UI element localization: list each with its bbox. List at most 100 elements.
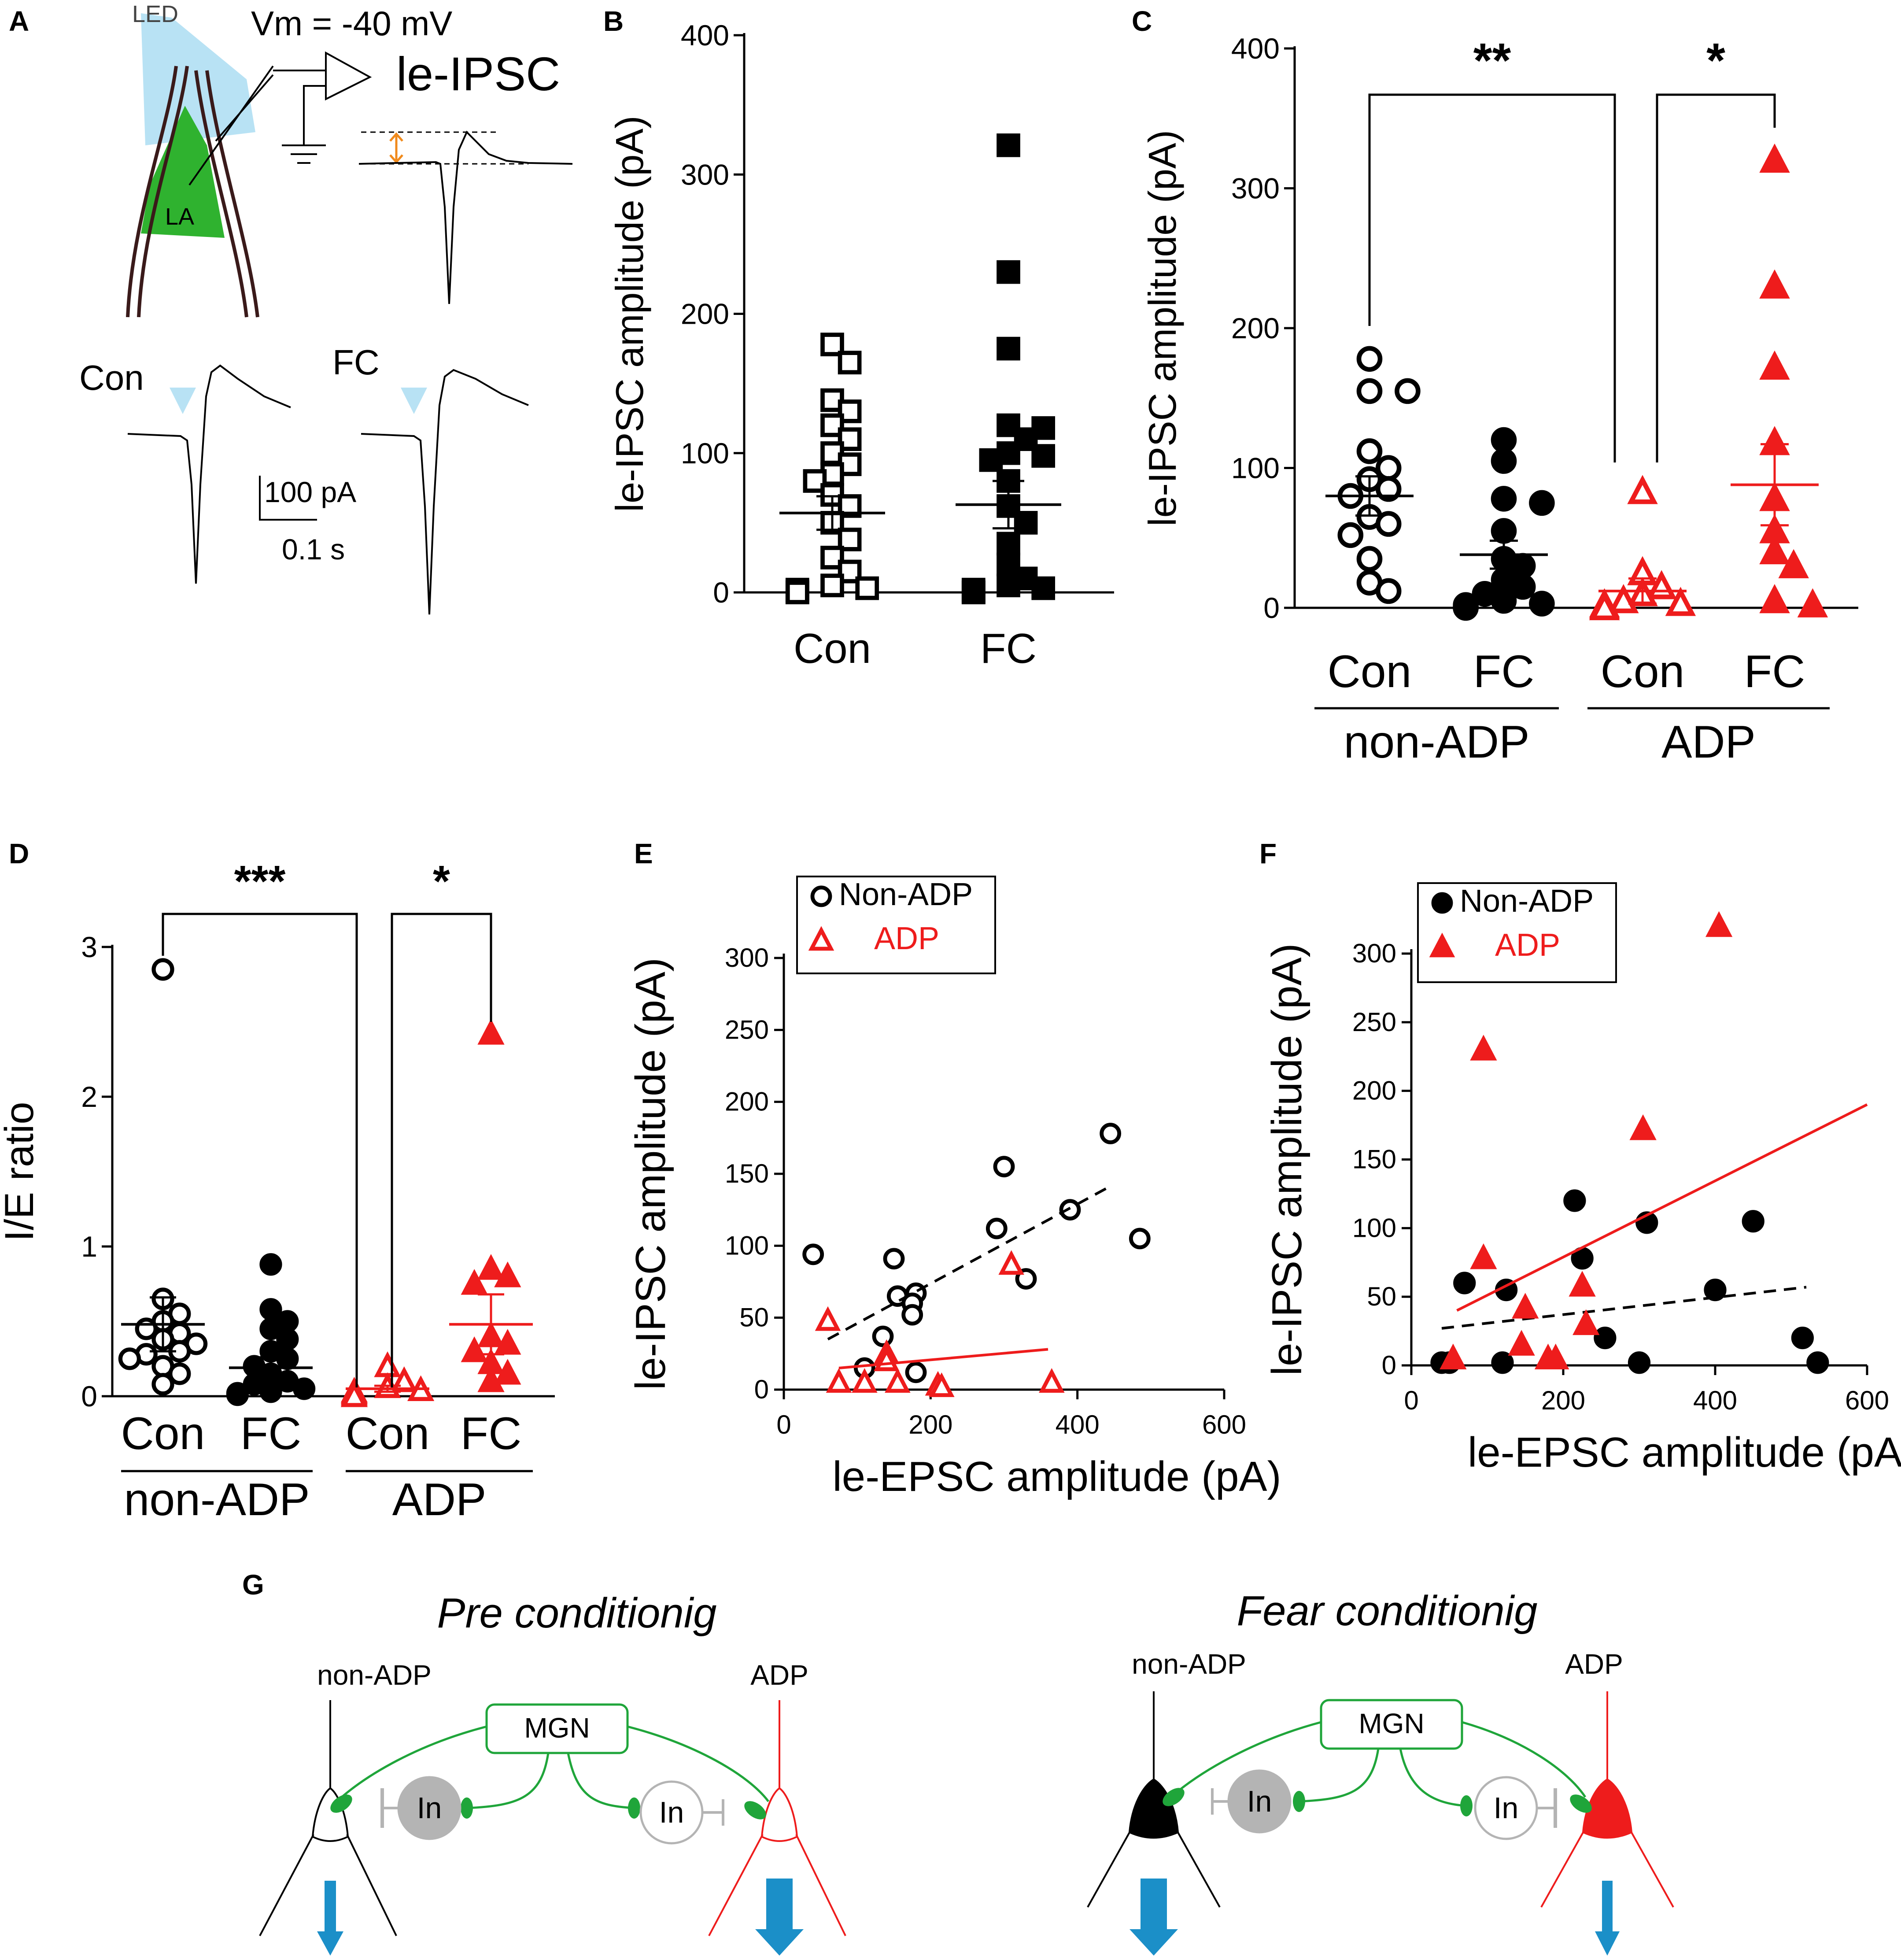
left-synapse-in2 bbox=[628, 1797, 640, 1819]
data-point bbox=[1031, 576, 1056, 600]
right-synapse-adp bbox=[1570, 1794, 1592, 1813]
y-tick-label: 100 bbox=[1352, 1213, 1396, 1243]
vm-label: Vm = -40 mV bbox=[251, 4, 452, 43]
data-point bbox=[997, 337, 1020, 361]
y-tick-label: 150 bbox=[1352, 1145, 1396, 1174]
data-point bbox=[838, 351, 862, 375]
data-point bbox=[1791, 1327, 1814, 1350]
significance-label: * bbox=[433, 857, 450, 906]
data-point bbox=[1375, 578, 1402, 604]
panel-letter-b: B bbox=[603, 5, 624, 37]
panel-f-chart: 0 50 100 150 200 250 300 0 200 400 600 le-EPSC ampl… bbox=[1263, 882, 1901, 1476]
data-point bbox=[1337, 522, 1364, 548]
panel-c-chart: 0 100 200 300 400 le-IPSC amplitude (pA) Con FC… bbox=[1141, 32, 1858, 768]
data-point bbox=[883, 1248, 905, 1270]
data-point bbox=[997, 532, 1020, 556]
y-tick-label: 300 bbox=[1231, 172, 1280, 205]
data-point bbox=[1759, 535, 1790, 565]
scale-time-label: 0.1 s bbox=[282, 533, 345, 566]
data-point bbox=[1039, 1368, 1065, 1393]
data-point bbox=[1594, 1327, 1617, 1350]
data-point bbox=[1571, 1247, 1594, 1270]
data-point bbox=[1510, 553, 1536, 579]
right-interneuron-2-label: In bbox=[1494, 1791, 1519, 1825]
data-point bbox=[986, 1217, 1008, 1239]
right-synapse-in1 bbox=[1293, 1791, 1305, 1812]
significance-bracket bbox=[162, 913, 358, 1387]
data-point bbox=[1100, 1123, 1122, 1144]
group-label: ADP bbox=[1661, 717, 1756, 768]
right-interneuron-1-label: In bbox=[1247, 1785, 1272, 1818]
y-tick-label: 200 bbox=[1231, 312, 1280, 344]
data-point bbox=[340, 1381, 368, 1407]
data-point bbox=[494, 1329, 521, 1355]
data-point bbox=[1453, 595, 1479, 621]
la-region bbox=[141, 106, 225, 238]
x-category-label: Con bbox=[794, 625, 871, 672]
y-axis-label: le-IPSC amplitude (pA) bbox=[608, 116, 651, 512]
right-non-adp-label: non-ADP bbox=[1132, 1648, 1246, 1680]
data-point bbox=[979, 448, 1003, 472]
data-point bbox=[997, 133, 1020, 157]
data-point bbox=[1563, 1189, 1586, 1212]
group-label: non-ADP bbox=[1344, 717, 1530, 768]
data-point bbox=[1491, 1351, 1514, 1374]
data-point bbox=[168, 1362, 191, 1385]
x-category-label: FC bbox=[980, 625, 1037, 672]
y-tick-label: 150 bbox=[725, 1159, 769, 1188]
data-point bbox=[1778, 549, 1809, 578]
data-point bbox=[259, 1253, 282, 1276]
fc-example-trace bbox=[361, 369, 529, 615]
data-point bbox=[494, 1261, 521, 1287]
data-point bbox=[1572, 1309, 1600, 1335]
y-tick-label: 250 bbox=[725, 1015, 769, 1044]
right-non-adp-neuron bbox=[1087, 1691, 1221, 1908]
data-point bbox=[905, 1361, 927, 1383]
x-tick-label: 200 bbox=[908, 1410, 952, 1439]
panel-letter-d: D bbox=[9, 838, 29, 869]
y-tick-label: 300 bbox=[725, 943, 769, 973]
data-point bbox=[1356, 438, 1383, 464]
left-non-adp-label: non-ADP bbox=[317, 1659, 432, 1691]
fit-line bbox=[838, 1348, 1048, 1369]
data-point bbox=[998, 1250, 1024, 1275]
significance-bracket bbox=[1368, 93, 1616, 462]
data-point bbox=[151, 1373, 174, 1396]
y-tick-label: 400 bbox=[681, 19, 729, 52]
left-adp-neuron bbox=[708, 1700, 846, 1936]
data-point bbox=[1742, 1210, 1764, 1233]
x-tick-label: 600 bbox=[1202, 1410, 1246, 1439]
fit-line bbox=[1441, 1286, 1807, 1330]
left-synapse-adp bbox=[744, 1801, 766, 1819]
data-point bbox=[826, 1368, 852, 1393]
panel-letter-e: E bbox=[634, 838, 653, 869]
data-point bbox=[1356, 546, 1383, 572]
la-label: LA bbox=[165, 203, 194, 230]
pre-conditioning-title: Pre conditionig bbox=[437, 1590, 716, 1637]
data-point bbox=[1375, 511, 1402, 537]
panel-g-schematic: Pre conditionig Fear conditionig non-ADP… bbox=[259, 1587, 1674, 1956]
example-ipsc-trace bbox=[358, 130, 573, 304]
data-point bbox=[1453, 1272, 1476, 1294]
data-point bbox=[1491, 518, 1517, 544]
right-synapse-non-adp bbox=[1163, 1788, 1185, 1806]
data-point bbox=[1797, 588, 1828, 618]
data-point bbox=[961, 581, 986, 604]
data-point bbox=[1470, 1035, 1497, 1061]
data-point bbox=[1705, 911, 1733, 937]
data-point bbox=[1014, 511, 1038, 535]
data-point bbox=[276, 1328, 299, 1351]
data-point bbox=[259, 1298, 282, 1321]
y-tick-label: 400 bbox=[1231, 32, 1280, 65]
y-tick-label: 0 bbox=[713, 576, 729, 609]
right-mgn-projections bbox=[1173, 1721, 1587, 1807]
data-point bbox=[1508, 1330, 1535, 1356]
y-tick-label: 250 bbox=[1352, 1007, 1396, 1037]
data-point bbox=[872, 1325, 894, 1347]
legend-marker bbox=[810, 885, 832, 907]
con-trace-label: Con bbox=[79, 358, 144, 397]
y-tick-label: 100 bbox=[725, 1231, 769, 1260]
y-tick-label: 1 bbox=[81, 1230, 97, 1263]
y-tick-label: 0 bbox=[754, 1375, 769, 1404]
data-point bbox=[226, 1383, 249, 1406]
